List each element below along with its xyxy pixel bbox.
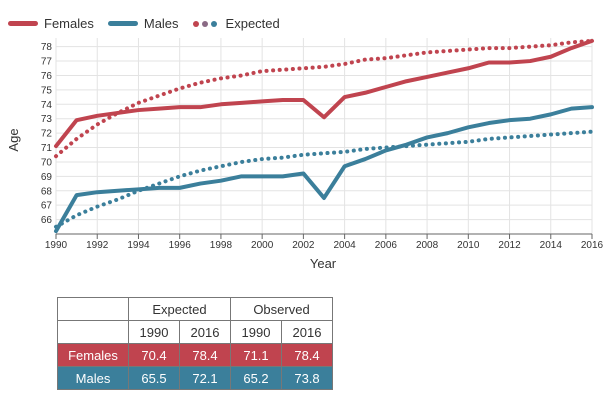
legend-label-females: Females — [44, 16, 94, 31]
header-observed: Observed — [230, 297, 333, 321]
females-swatch — [8, 21, 38, 26]
life-expectancy-chart: 1990 1992 1994 1996 1998 2000 2002 2004 2006 2008… — [6, 38, 604, 271]
table-corner-cell — [57, 320, 129, 344]
table-corner-cell — [57, 297, 129, 321]
series-line-females-females — [54, 38, 594, 149]
x-tick-label: 2014 — [540, 240, 563, 251]
table-cell: 78.4 — [179, 343, 231, 367]
x-tick-label: 2012 — [498, 240, 521, 251]
y-tick-label: 73 — [41, 114, 53, 125]
x-tick-label: 1992 — [86, 240, 109, 251]
y-tick-label: 66 — [41, 215, 53, 226]
x-tick-label: 1990 — [45, 240, 68, 251]
x-tick-label: 2008 — [416, 240, 439, 251]
header-year: 2016 — [179, 320, 231, 344]
legend-label-expected: Expected — [225, 16, 280, 31]
x-tick-label: 1994 — [127, 240, 150, 251]
y-tick-label: 71 — [41, 143, 53, 154]
axes: 1990 1992 1994 1996 1998 2000 2002 2004 2006 2008… — [41, 42, 604, 251]
y-tick-label: 75 — [41, 85, 53, 96]
summary-table: Expected Observed 1990 2016 1990 2016 Fe… — [57, 297, 333, 390]
y-tick-label: 69 — [41, 172, 53, 183]
y-tick-label: 67 — [41, 201, 53, 212]
x-tick-label: 2006 — [375, 240, 398, 251]
header-expected: Expected — [128, 297, 231, 321]
x-tick-label: 2004 — [333, 240, 356, 251]
legend-item-males[interactable]: Males — [107, 16, 179, 31]
table-cell: 65.5 — [128, 366, 180, 390]
table-header-groups: Expected Observed — [57, 297, 333, 321]
header-year: 1990 — [128, 320, 180, 344]
x-tick-label: 2000 — [251, 240, 274, 251]
table-header-years: 1990 2016 1990 2016 — [57, 320, 333, 344]
y-tick-label: 77 — [41, 57, 53, 68]
x-tick-label: 2002 — [292, 240, 315, 251]
table-row-males: Males 65.5 72.1 65.2 73.8 — [57, 366, 333, 390]
series-line-expected-males — [54, 129, 594, 229]
y-tick-label: 70 — [41, 157, 53, 168]
x-tick-label: 1996 — [169, 240, 192, 251]
table-cell: 65.2 — [230, 366, 282, 390]
header-year: 2016 — [281, 320, 333, 344]
table-row-females: Females 70.4 78.4 71.1 78.4 — [57, 343, 333, 367]
y-tick-label: 68 — [41, 186, 53, 197]
expected-swatch — [192, 20, 220, 27]
row-label-females: Females — [57, 343, 129, 367]
x-axis-label: Year — [310, 256, 337, 271]
males-swatch — [107, 21, 138, 26]
table-cell: 78.4 — [281, 343, 333, 367]
x-tick-label: 1998 — [210, 240, 233, 251]
chart-legend: Females Males Expected — [8, 16, 294, 31]
table-cell: 71.1 — [230, 343, 282, 367]
legend-item-expected[interactable]: Expected — [192, 16, 280, 31]
y-tick-label: 78 — [41, 42, 53, 53]
table-cell: 73.8 — [281, 366, 333, 390]
header-year: 1990 — [230, 320, 282, 344]
series-layer — [54, 38, 594, 234]
series-line-males-males — [54, 105, 594, 234]
y-axis-label: Age — [6, 128, 21, 151]
legend-item-females[interactable]: Females — [8, 16, 94, 31]
x-tick-label: 2010 — [457, 240, 480, 251]
table-cell: 72.1 — [179, 366, 231, 390]
legend-label-males: Males — [143, 16, 179, 31]
row-label-males: Males — [57, 366, 129, 390]
x-tick-label: 2016 — [581, 240, 604, 251]
y-tick-label: 74 — [41, 100, 53, 111]
y-tick-label: 76 — [41, 71, 53, 82]
y-tick-label: 72 — [41, 129, 53, 140]
table-cell: 70.4 — [128, 343, 180, 367]
series-line-expected-females — [54, 38, 594, 159]
